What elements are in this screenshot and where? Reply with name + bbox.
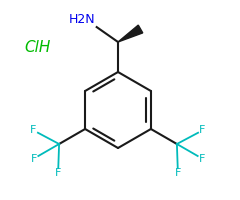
Text: F: F (199, 154, 205, 163)
Text: F: F (55, 168, 61, 178)
Text: F: F (199, 125, 206, 135)
Text: F: F (175, 168, 181, 178)
Text: H2N: H2N (69, 13, 96, 26)
Text: ClH: ClH (25, 40, 51, 55)
Polygon shape (118, 25, 143, 42)
Text: F: F (30, 125, 37, 135)
Text: F: F (31, 154, 37, 164)
